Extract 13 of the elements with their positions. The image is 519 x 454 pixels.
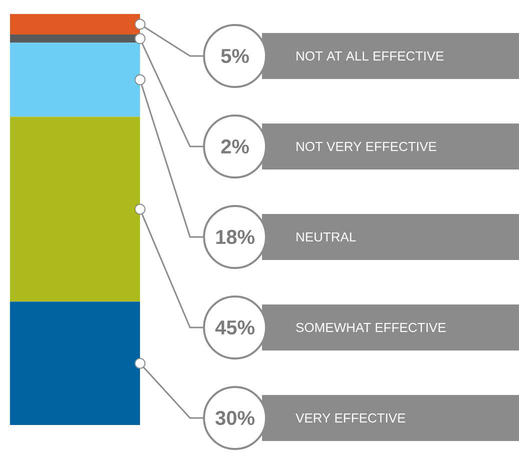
text: NEUTRAL [296,232,356,242]
bar [10,302,140,425]
data-label: 30% [215,410,254,426]
text: VERY EFFECTIVE [296,413,406,423]
data-label: 18% [216,230,254,244]
text: NOT VERY EFFECTIVE [296,142,436,152]
bar [10,42,140,117]
data-label: 45% [215,320,254,335]
data-label: 5% [221,48,249,64]
text: SOMEWHAT EFFECTIVE [296,322,446,332]
text: NOT AT ALL EFFECTIVE [296,51,444,61]
data-label: 2% [221,139,249,154]
bar [10,116,140,302]
